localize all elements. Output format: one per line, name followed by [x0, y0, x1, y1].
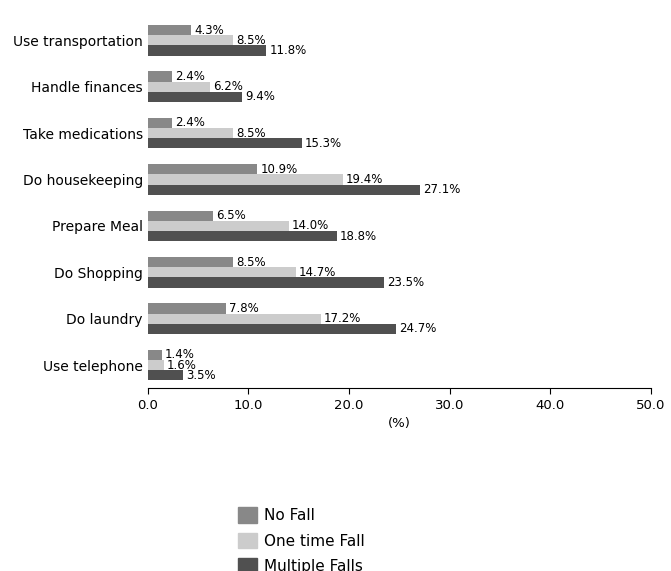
Text: 18.8%: 18.8%	[340, 230, 377, 243]
Bar	[148, 303, 226, 313]
Bar	[148, 164, 258, 174]
Bar	[148, 174, 343, 184]
Bar	[148, 128, 234, 138]
Text: 3.5%: 3.5%	[186, 369, 215, 382]
Bar	[148, 184, 420, 195]
Bar	[148, 118, 172, 128]
Text: 7.8%: 7.8%	[229, 302, 259, 315]
Bar	[148, 324, 396, 334]
Text: 6.2%: 6.2%	[213, 80, 243, 93]
Text: 10.9%: 10.9%	[260, 163, 298, 176]
Text: 2.4%: 2.4%	[174, 116, 205, 130]
Bar	[148, 138, 302, 148]
Bar	[148, 231, 337, 241]
Bar	[148, 82, 210, 92]
Bar	[148, 92, 242, 102]
X-axis label: (%): (%)	[388, 417, 411, 431]
Bar	[148, 221, 289, 231]
Bar	[148, 313, 321, 324]
Bar	[148, 46, 266, 55]
Text: 17.2%: 17.2%	[323, 312, 361, 325]
Text: 27.1%: 27.1%	[423, 183, 461, 196]
Text: 6.5%: 6.5%	[216, 209, 246, 222]
Bar	[148, 35, 234, 46]
Text: 1.4%: 1.4%	[165, 348, 195, 361]
Text: 23.5%: 23.5%	[387, 276, 424, 289]
Bar	[148, 278, 384, 288]
Text: 14.7%: 14.7%	[299, 266, 336, 279]
Bar	[148, 257, 234, 267]
Bar	[148, 350, 162, 360]
Text: 19.4%: 19.4%	[346, 173, 383, 186]
Text: 8.5%: 8.5%	[236, 256, 266, 268]
Legend: No Fall, One time Fall, Multiple Falls: No Fall, One time Fall, Multiple Falls	[231, 500, 373, 571]
Bar	[148, 370, 183, 380]
Bar	[148, 360, 164, 370]
Text: 24.7%: 24.7%	[399, 323, 437, 335]
Bar	[148, 71, 172, 82]
Bar	[148, 211, 213, 221]
Text: 15.3%: 15.3%	[305, 137, 342, 150]
Text: 9.4%: 9.4%	[246, 90, 275, 103]
Text: 8.5%: 8.5%	[236, 34, 266, 47]
Text: 14.0%: 14.0%	[291, 219, 329, 232]
Bar	[148, 267, 295, 278]
Text: 2.4%: 2.4%	[174, 70, 205, 83]
Text: 4.3%: 4.3%	[194, 23, 223, 37]
Text: 8.5%: 8.5%	[236, 127, 266, 140]
Text: 11.8%: 11.8%	[269, 44, 307, 57]
Text: 1.6%: 1.6%	[167, 359, 197, 372]
Bar	[148, 25, 191, 35]
